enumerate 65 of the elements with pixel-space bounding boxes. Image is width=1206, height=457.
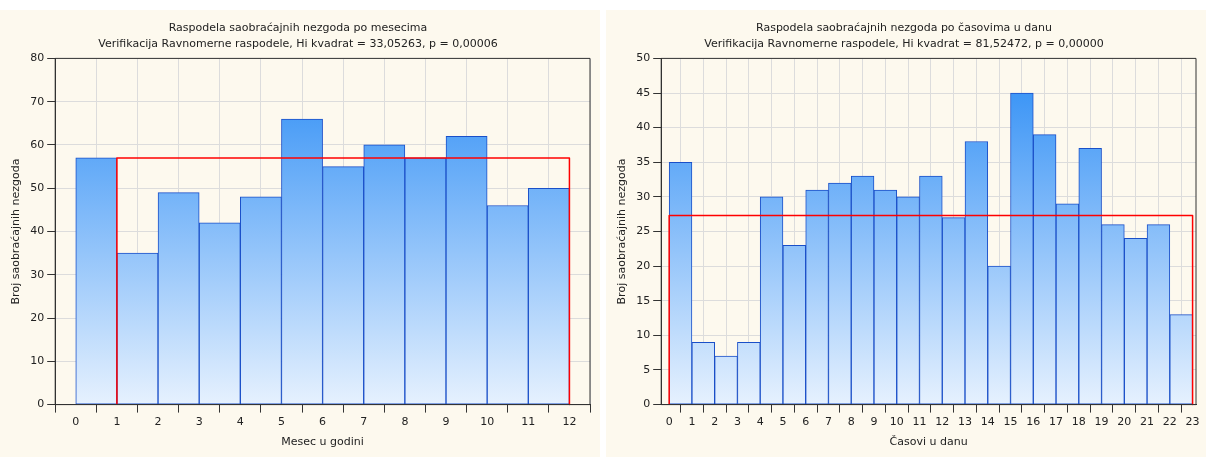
x-tick-label: 9 [442,415,450,429]
y-axis-title: Broj saobraćajnih nezgoda [615,158,629,305]
chart-subtitle: Verifikacija Ravnomerne raspodele, Hi kvadrat = 33,05263, p = 0,00006 [98,36,498,50]
y-tick-label: 5 [643,362,651,376]
x-tick-label: 8 [401,415,409,429]
x-tick-label: 19 [1094,415,1109,429]
x-tick-label: 4 [236,415,244,429]
y-tick-label: 70 [30,94,45,108]
x-tick-label: 15 [1003,415,1018,429]
y-tick-label: 40 [30,224,45,238]
x-tick-label: 21 [1140,415,1155,429]
y-axis-title: Broj saobraćajnih nezgoda [9,158,23,305]
x-tick-label: 10 [889,415,904,429]
y-tick-label: 30 [30,267,45,281]
y-tick-label: 20 [636,258,651,272]
y-tick-label: 40 [636,120,651,134]
x-tick-label: 4 [756,415,764,429]
x-tick-label: 13 [958,415,973,429]
x-tick-label: 9 [870,415,878,429]
x-tick-label: 7 [824,415,832,429]
x-tick-label: 3 [733,415,741,429]
x-tick-label: 3 [195,415,203,429]
x-tick-label: 16 [1026,415,1041,429]
x-tick-label: 5 [779,415,787,429]
x-axis-title: Mesec u godini [281,435,364,449]
y-tick-label: 25 [636,224,651,238]
y-tick-label: 80 [30,51,45,65]
y-tick-label: 45 [636,85,651,99]
x-tick-label: 17 [1049,415,1064,429]
x-tick-label: 18 [1071,415,1086,429]
y-tick-label: 10 [30,354,45,368]
y-tick-label: 20 [30,310,45,324]
x-tick-label: 8 [847,415,855,429]
x-tick-label: 2 [711,415,719,429]
x-tick-label: 7 [360,415,368,429]
y-tick-label: 50 [30,181,45,195]
y-tick-label: 50 [636,51,651,65]
x-tick-label: 20 [1117,415,1132,429]
chart-subtitle: Verifikacija Ravnomerne raspodele, Hi kvadrat = 81,52472, p = 0,00000 [704,36,1104,50]
y-tick-label: 35 [636,155,651,169]
x-axis-title: Časovi u danu [889,435,968,449]
y-tick-label: 60 [30,137,45,151]
x-tick-label: 11 [521,415,536,429]
y-tick-label: 0 [37,397,45,411]
x-tick-label: 22 [1162,415,1177,429]
y-tick-label: 0 [643,397,651,411]
x-tick-label: 10 [480,415,495,429]
x-tick-label: 12 [562,415,577,429]
x-tick-label: 23 [1185,415,1200,429]
x-tick-label: 14 [980,415,995,429]
x-tick-label: 1 [113,415,121,429]
x-tick-label: 2 [154,415,162,429]
x-tick-label: 0 [72,415,80,429]
x-tick-label: 1 [688,415,696,429]
y-tick-label: 30 [636,189,651,203]
x-tick-label: 6 [802,415,810,429]
y-tick-label: 10 [636,328,651,342]
x-tick-label: 0 [665,415,673,429]
chart-title: Raspodela saobraćajnih nezgoda po mesecima [168,21,428,35]
x-tick-label: 6 [319,415,327,429]
x-tick-label: 12 [935,415,950,429]
y-tick-label: 15 [636,293,651,307]
chart-title: Raspodela saobraćajnih nezgoda po časovima u danu [756,21,1052,35]
x-tick-label: 11 [912,415,927,429]
x-tick-label: 5 [277,415,285,429]
